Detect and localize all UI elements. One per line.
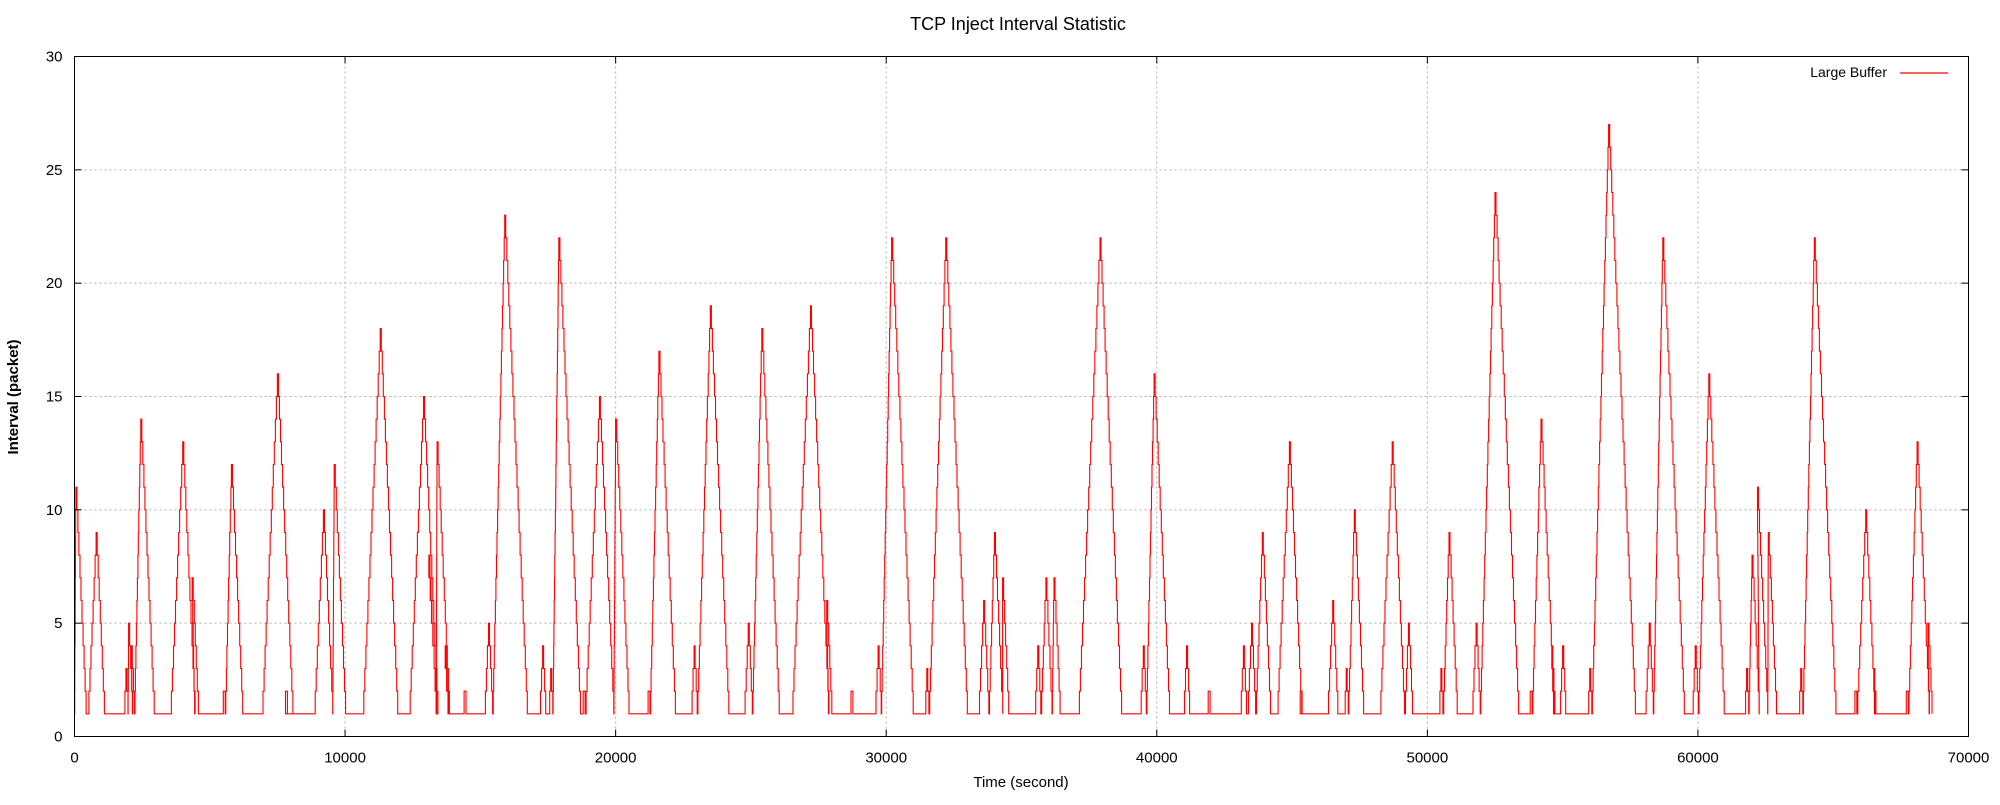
series-line-group xyxy=(74,123,1933,715)
y-tick-label: 25 xyxy=(46,162,63,179)
y-tick-label: 10 xyxy=(46,502,63,519)
axes: 0 10000 20000 30000 40000 50000 60000 70000 0 5 10… xyxy=(46,49,1990,767)
x-tick-label: 60000 xyxy=(1677,750,1719,767)
y-tick-label: 15 xyxy=(46,389,63,406)
x-axis-title: Time (second) xyxy=(973,774,1068,791)
x-tick-label: 70000 xyxy=(1948,750,1990,767)
y-tick-label: 20 xyxy=(46,275,63,292)
legend-label-large-buffer: Large Buffer xyxy=(1810,64,1887,80)
y-tick-label: 30 xyxy=(46,49,63,66)
series-line-large-buffer xyxy=(74,123,1933,715)
x-tick-label: 10000 xyxy=(324,750,366,767)
y-axis-title: Interval (packet) xyxy=(5,339,22,454)
y-tick-label: 5 xyxy=(54,615,62,632)
grid-lines xyxy=(74,56,1969,737)
y-tick-label: 0 xyxy=(54,729,62,746)
legend: Large Buffer xyxy=(1810,64,1948,80)
x-tick-label: 20000 xyxy=(595,750,637,767)
x-tick-label: 50000 xyxy=(1406,750,1448,767)
chart-title: TCP Inject Interval Statistic xyxy=(910,14,1126,34)
x-tick-label: 0 xyxy=(70,750,78,767)
x-tick-label: 40000 xyxy=(1136,750,1178,767)
x-tick-label: 30000 xyxy=(865,750,907,767)
